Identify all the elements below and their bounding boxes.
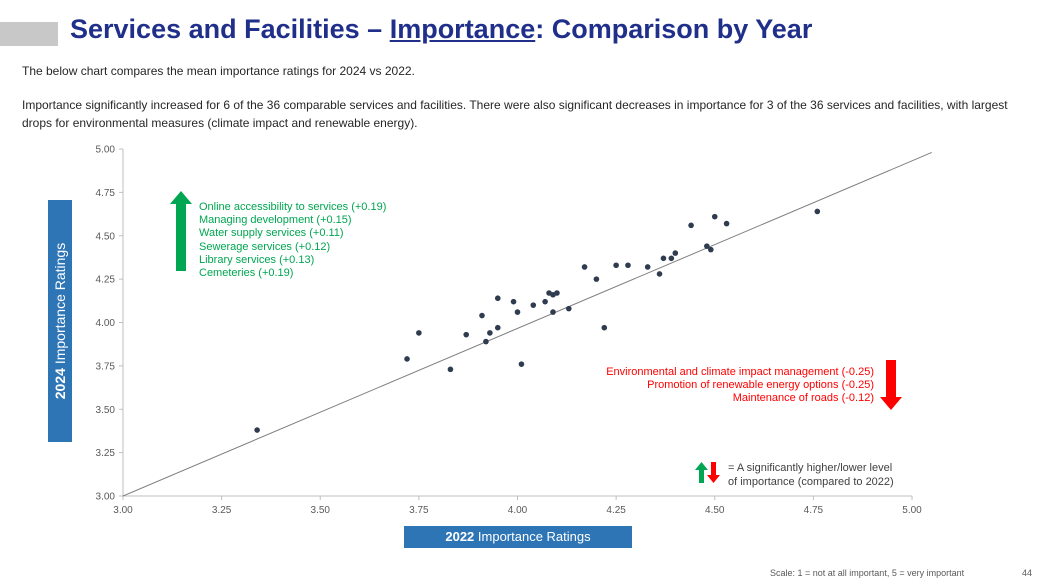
data-point xyxy=(565,305,572,312)
x-axis-text: Importance Ratings xyxy=(474,529,591,544)
data-point xyxy=(542,298,548,305)
y-tick-label: 3.75 xyxy=(96,361,116,372)
increase-arrow-icon xyxy=(170,191,192,271)
x-tick-label: 3.25 xyxy=(212,505,232,516)
y-axis-label-box xyxy=(48,200,72,442)
data-point xyxy=(483,338,489,345)
title-underlined-word: Importance xyxy=(389,14,536,44)
increase-item: Sewerage services (+0.12) xyxy=(199,240,331,253)
title-part2: : Comparison by Year xyxy=(535,14,813,44)
increase-item: Library services (+0.13) xyxy=(199,253,315,266)
y-axis-label: 2024 Importance Ratings xyxy=(52,243,68,399)
data-point xyxy=(814,208,821,215)
y-tick-label: 4.50 xyxy=(96,231,116,242)
data-point xyxy=(656,271,663,277)
page-number: 44 xyxy=(1022,568,1033,578)
legend-line-2: of importance (compared to 2022) xyxy=(728,476,894,488)
y-tick-label: 3.00 xyxy=(96,492,116,503)
data-point xyxy=(668,255,675,262)
data-point xyxy=(704,243,710,249)
legend-up-arrow-icon xyxy=(695,462,708,483)
y-tick-label: 3.25 xyxy=(96,448,116,459)
summary-paragraph: Importance significantly increased for 6… xyxy=(22,98,1008,130)
data-point xyxy=(688,222,694,229)
legend-line-1: = A significantly higher/lower level xyxy=(728,462,893,474)
x-tick-label: 4.75 xyxy=(804,505,824,516)
significance-legend: = A significantly higher/lower level of … xyxy=(728,461,894,489)
data-point xyxy=(711,213,718,220)
chart-axes xyxy=(119,148,913,500)
data-point xyxy=(510,298,517,305)
title-accent-bar xyxy=(0,22,58,46)
y-axis-year: 2024 xyxy=(52,368,68,400)
intro-text: The below chart compares the mean import… xyxy=(22,64,415,78)
data-point xyxy=(644,264,651,270)
title-part1: Services and Facilities – xyxy=(70,14,390,44)
data-point xyxy=(463,331,470,338)
x-tick-label: 4.50 xyxy=(705,505,725,516)
decrease-arrow-icon xyxy=(880,360,902,410)
x-tick-label: 3.50 xyxy=(311,505,331,516)
data-point xyxy=(494,295,501,302)
x-tick-label: 4.00 xyxy=(508,505,528,516)
x-axis-year: 2022 xyxy=(445,529,475,544)
legend-down-arrow-icon xyxy=(707,462,720,483)
reference-line xyxy=(122,152,932,497)
y-tick-label: 4.00 xyxy=(96,318,116,329)
chart-tick-labels: 3.00 3.25 3.50 3.75 4.00 4.25 4.50 4.75 5.00 3.00… xyxy=(96,145,923,517)
page-title: Services and Facilities – Importance: Co… xyxy=(70,14,812,45)
chart-arrows xyxy=(170,191,902,483)
data-point xyxy=(494,324,501,331)
x-axis-label: 2022 Importance Ratings xyxy=(404,526,632,548)
x-tick-label: 3.00 xyxy=(113,505,133,516)
data-point xyxy=(625,262,631,269)
data-point xyxy=(416,330,422,336)
data-point xyxy=(487,330,493,336)
increase-item: Water supply services (+0.11) xyxy=(199,227,344,240)
data-point xyxy=(518,361,525,367)
y-tick-label: 4.75 xyxy=(96,188,116,199)
scale-footnote: Scale: 1 = not at all important, 5 = ver… xyxy=(770,568,965,578)
data-point xyxy=(254,427,260,433)
data-point xyxy=(447,366,454,373)
y-tick-label: 4.25 xyxy=(96,275,116,286)
data-point xyxy=(723,220,730,227)
data-point xyxy=(554,290,560,296)
data-point xyxy=(581,264,588,270)
decrease-item: Promotion of renewable energy options (-… xyxy=(647,379,874,392)
y-axis-text: Importance Ratings xyxy=(52,242,68,369)
x-tick-label: 5.00 xyxy=(902,505,922,516)
y-tick-label: 5.00 xyxy=(96,145,116,156)
decrease-item: Environmental and climate impact managem… xyxy=(606,366,874,378)
x-tick-label: 4.25 xyxy=(606,505,626,516)
data-point xyxy=(708,246,714,253)
data-point xyxy=(404,356,410,362)
increases-list: Online accessibility to services (+0.19)… xyxy=(199,201,386,280)
data-point xyxy=(593,276,600,282)
increase-item: Managing development (+0.15) xyxy=(199,214,352,227)
chart-points xyxy=(254,208,821,433)
increase-item: Online accessibility to services (+0.19) xyxy=(199,201,387,213)
decreases-list: Environmental and climate impact managem… xyxy=(606,366,874,406)
data-point xyxy=(672,250,679,256)
data-point xyxy=(550,309,556,315)
data-point xyxy=(530,302,537,308)
data-point xyxy=(660,255,667,262)
decrease-item: Maintenance of roads (-0.12) xyxy=(732,392,874,405)
data-point xyxy=(479,312,485,319)
data-point xyxy=(601,324,608,331)
data-point xyxy=(514,309,521,315)
y-tick-label: 3.50 xyxy=(96,405,116,416)
increase-item: Cemeteries (+0.19) xyxy=(199,267,294,280)
data-point xyxy=(613,262,619,269)
x-tick-label: 3.75 xyxy=(409,505,429,516)
